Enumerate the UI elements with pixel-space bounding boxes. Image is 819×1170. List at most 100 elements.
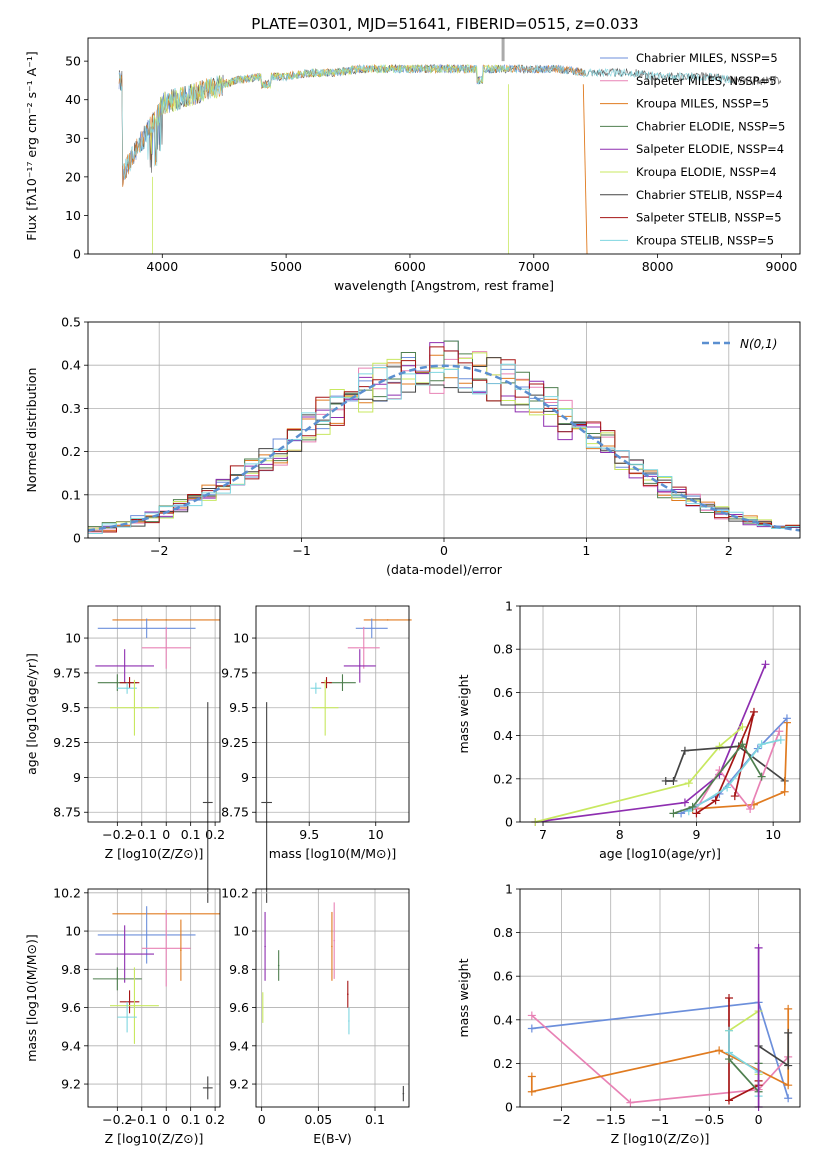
panel-massweight-vs-age: 7 8 9 10 0 0.2 0.4 0.6 0.8 1 age [log10(age/yr)] ma… (456, 599, 801, 861)
panel-age-vs-mass: 9.5 10 8.75 9 9.25 9.5 9.75 10 mass [log10(M/M⊙)… (221, 605, 412, 903)
spectrum-line (118, 63, 586, 188)
y-tick-label: 1 (505, 882, 513, 897)
histogram-step (88, 357, 800, 532)
series-marker (684, 779, 693, 788)
spectrum-line (149, 63, 510, 155)
y-tick-label: 10 (65, 631, 81, 646)
x-tick-label: −0.2 (102, 1112, 132, 1127)
y-tick-label: 0.3 (61, 401, 81, 416)
series-marker (746, 805, 755, 814)
series-line (695, 731, 781, 811)
series-marker (669, 776, 678, 785)
data-point (324, 706, 326, 709)
spectrum-drop (582, 84, 588, 255)
axes-frame (87, 888, 221, 1108)
panel-age-vs-Z: −0.2−0.1 0 0.1 0.2 8.75 9 9.25 9.5 9.75 10 Z [log1… (24, 605, 225, 903)
data-point (133, 706, 136, 709)
axes-frame (87, 37, 801, 255)
data-point (126, 1016, 128, 1018)
y-tick-label: 1 (505, 599, 513, 614)
x-tick-label: 2 (725, 543, 733, 558)
data-point (348, 1020, 350, 1022)
y-tick-label: 9.8 (229, 962, 249, 977)
x-tick-label: 7000 (518, 259, 550, 274)
y-tick-label: 0 (73, 247, 81, 262)
y-tick-label: 10.2 (221, 885, 249, 900)
series-line (695, 711, 755, 815)
y-tick-label: 9 (73, 770, 81, 785)
series-marker (527, 1072, 536, 1081)
panel-residuals: −2 −1 0 1 2 0 0.1 0.2 0.3 0.4 0.5 (data-model)/erro… (24, 315, 801, 577)
data-point (370, 627, 373, 630)
series-marker (775, 727, 784, 736)
y-tick-label: 9.25 (53, 735, 81, 750)
y-tick-label: 0 (505, 815, 513, 830)
series-marker (527, 1024, 536, 1033)
y-tick-label: 8.75 (53, 805, 81, 820)
y-tick-label: 0.8 (493, 642, 513, 657)
series-line (692, 722, 788, 810)
spectrum-line (118, 63, 733, 179)
y-tick-label: 9.4 (229, 1038, 249, 1053)
y-tick-label: 9.6 (229, 1000, 249, 1015)
series-marker (784, 1061, 793, 1070)
data-point (145, 627, 148, 630)
y-tick-label: 9.75 (53, 665, 81, 680)
data-point (206, 801, 209, 804)
y-tick-label: 0.8 (493, 925, 513, 940)
series-marker (688, 802, 697, 811)
series-marker (784, 1004, 793, 1013)
data-point (264, 945, 266, 948)
y-tick-label: 10 (233, 924, 249, 939)
series-marker (661, 776, 670, 785)
y-tick-label: 9.2 (229, 1077, 249, 1092)
data-point (362, 647, 365, 649)
x-tick-label: 0.1 (365, 1112, 385, 1127)
series-marker (715, 1046, 724, 1055)
x-tick-label: 0.1 (181, 827, 201, 842)
legend-label: Salpeter STELIB, NSSP=5 (636, 211, 782, 225)
panel-spectrum: 4000 5000 6000 7000 8000 9000 0 10 20 30 40 50 wavel… (24, 37, 801, 293)
series-marker (784, 1094, 793, 1103)
series-marker (711, 796, 720, 805)
series-marker (626, 1098, 635, 1107)
y-axis-label: mass [log10(M/M⊙)] (24, 934, 39, 1062)
x-tick-label: 0.2 (205, 827, 225, 842)
x-axis-label: E(B-V) (313, 1131, 352, 1146)
y-tick-label: 9.6 (61, 1000, 81, 1015)
x-tick-label: 0.1 (181, 1112, 201, 1127)
y-tick-label: 9.2 (61, 1077, 81, 1092)
series-marker (757, 740, 766, 749)
y-tick-label: 0.2 (493, 771, 513, 786)
legend-label: Chabrier STELIB, NSSP=4 (636, 188, 783, 202)
series-marker (723, 783, 732, 792)
x-axis-label: wavelength [Angstrom, rest frame] (334, 278, 554, 293)
y-tick-label: 0.4 (61, 358, 81, 373)
y-tick-label: 0.4 (493, 728, 513, 743)
series-marker (782, 714, 791, 723)
y-tick-label: 9.4 (61, 1038, 81, 1053)
series-marker (725, 1026, 734, 1035)
x-axis-label: Z [log10(Z/Z⊙)] (611, 1131, 710, 1146)
data-point (262, 1006, 264, 1009)
series-marker (725, 1055, 734, 1064)
y-tick-label: 0 (505, 1100, 513, 1115)
normal-curve (87, 364, 801, 532)
series-marker (680, 746, 689, 755)
series-line (673, 742, 763, 815)
x-tick-label: 4000 (146, 259, 178, 274)
y-tick-label: 10 (65, 924, 81, 939)
panel-massweight-vs-Z: −2 −1.5 −1 −0.5 0 0 0.2 0.4 0.6 0.8 1 Z [log10(Z/Z⊙… (456, 882, 801, 1146)
x-tick-label: −0.5 (694, 1112, 724, 1127)
x-tick-label: 0 (162, 827, 170, 842)
legend-label: Salpeter MILES, NSSP=5 (636, 74, 777, 88)
y-tick-label: 9 (241, 770, 249, 785)
data-point (206, 1087, 209, 1089)
axes-frame (87, 321, 801, 539)
x-axis-label: mass [log10(M/M⊙)] (269, 846, 397, 861)
y-tick-label: 9.5 (61, 700, 81, 715)
data-point (325, 681, 328, 684)
y-tick-label: 20 (65, 169, 81, 184)
series-marker (527, 1011, 536, 1020)
